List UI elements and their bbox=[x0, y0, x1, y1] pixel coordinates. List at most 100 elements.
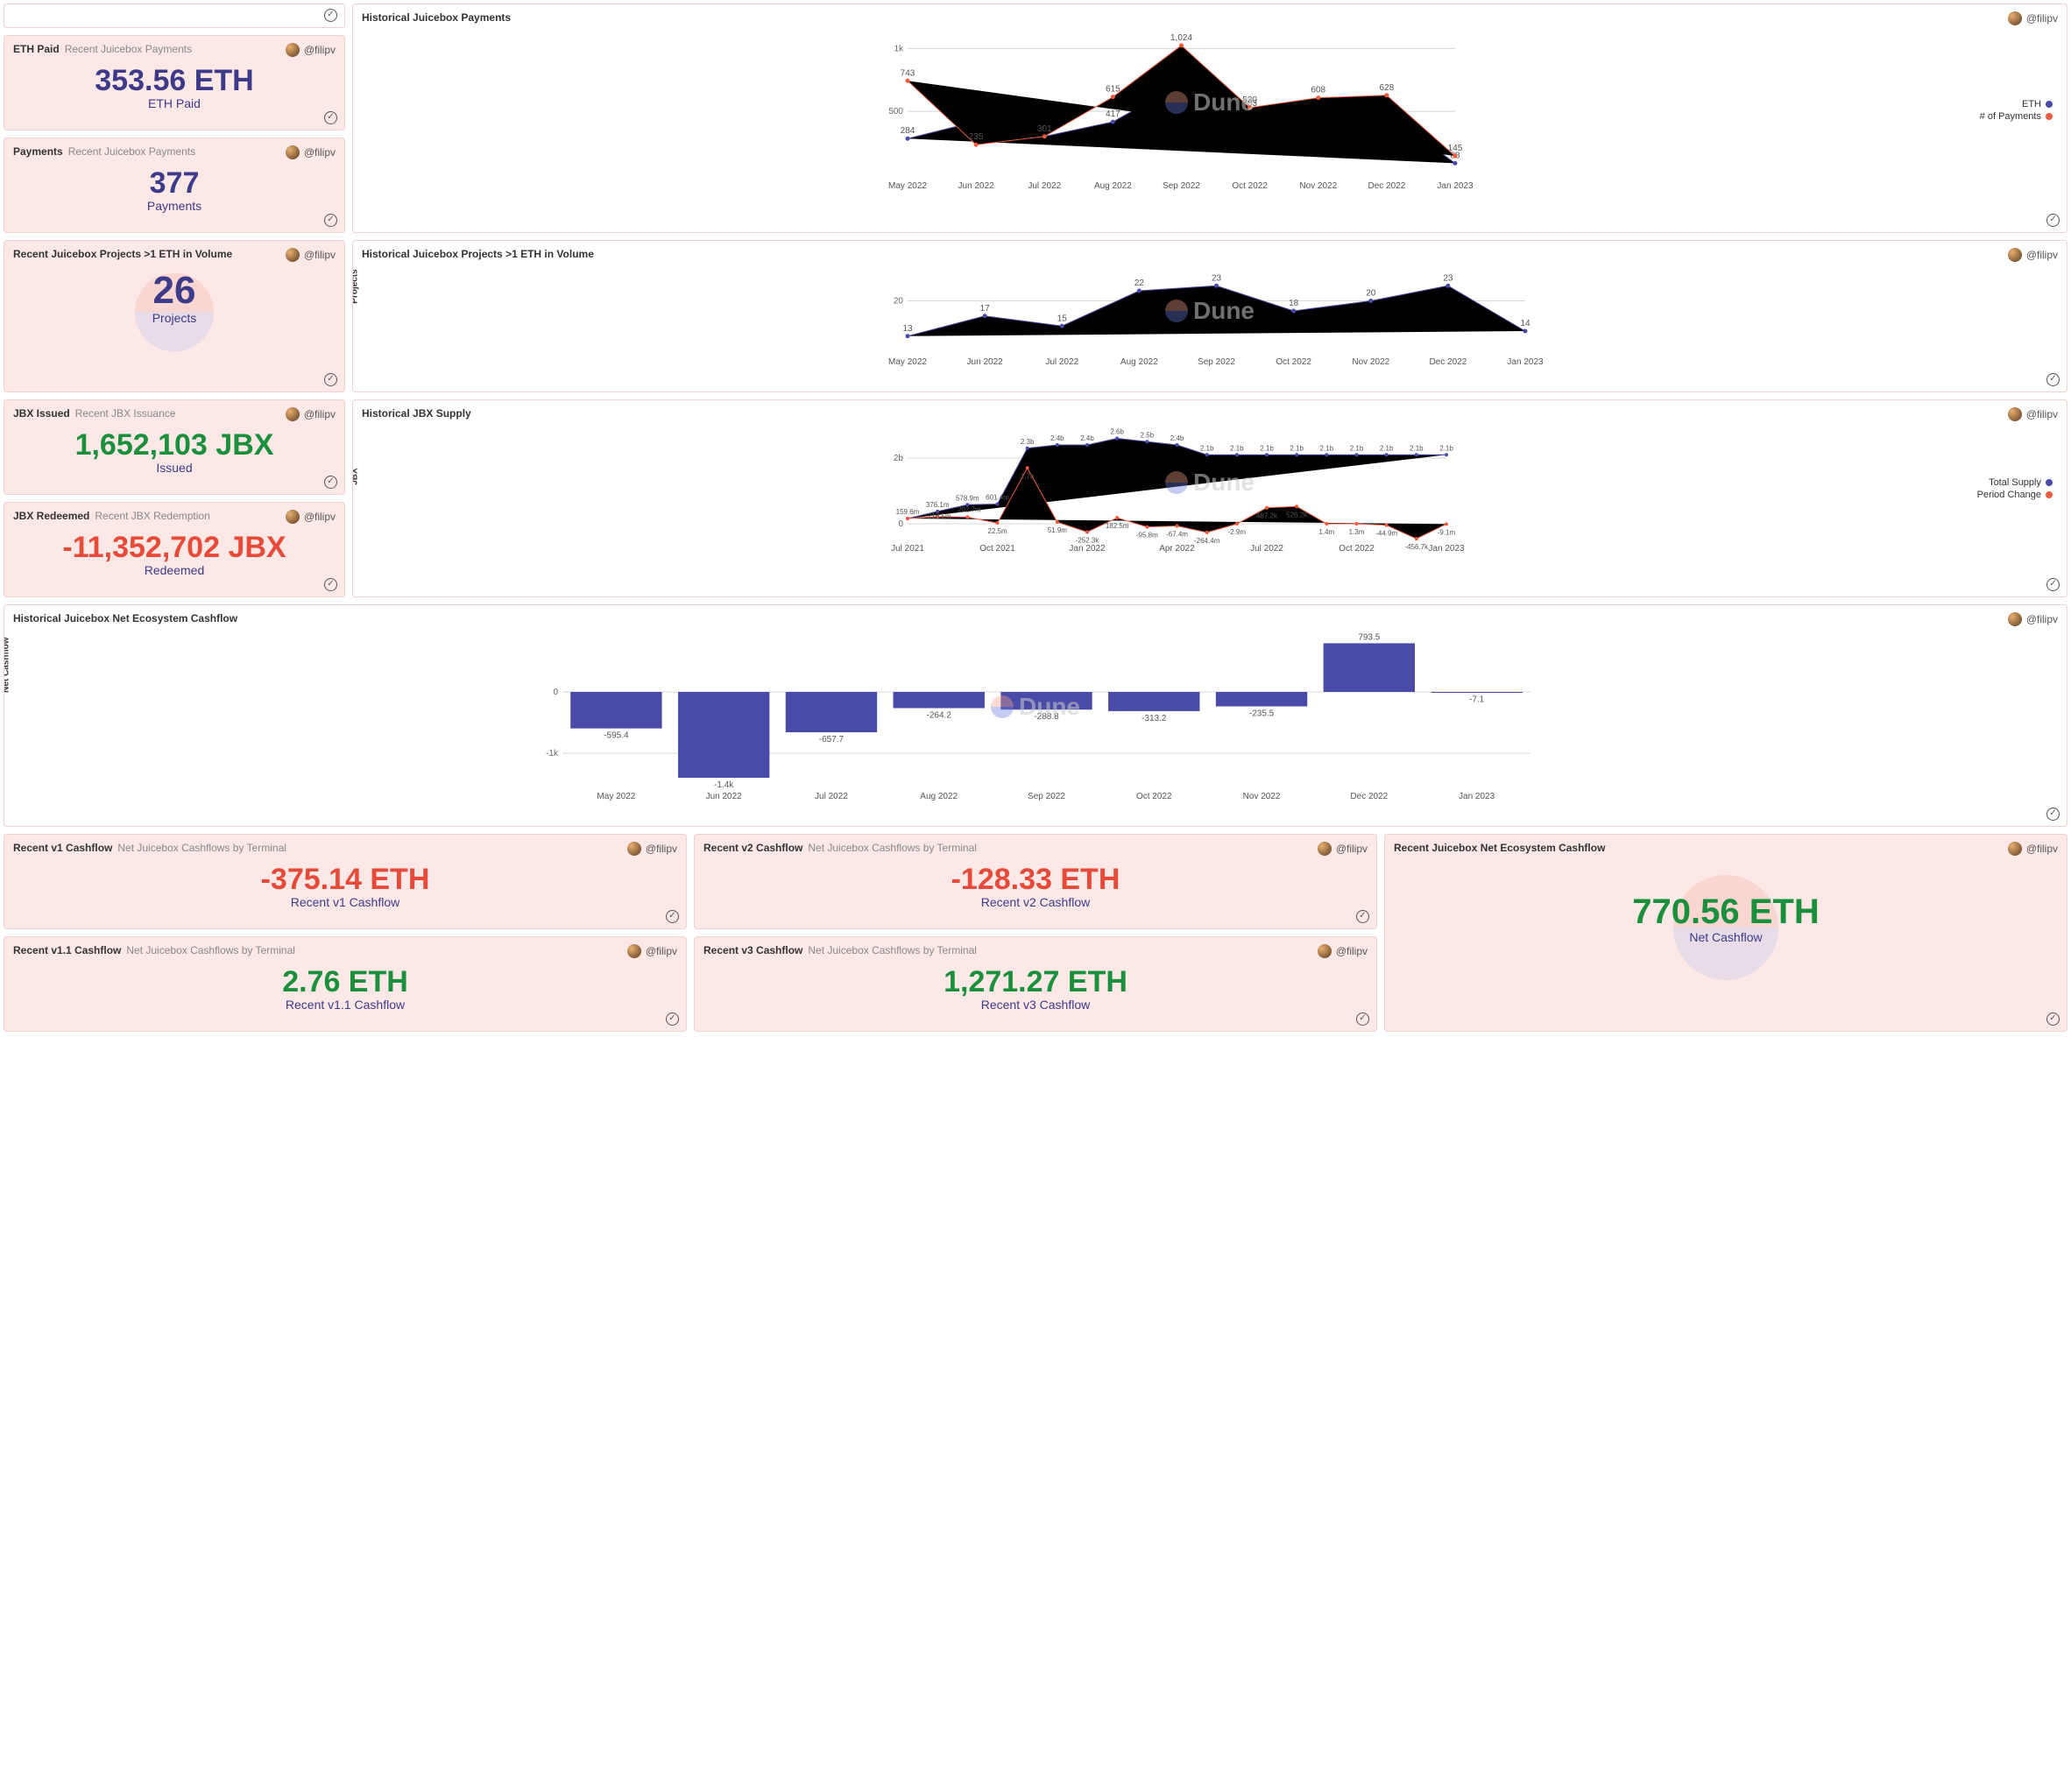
card-jbx-redeemed: JBX Redeemed Recent JBX Redemption @fili… bbox=[4, 502, 345, 597]
svg-text:2.4b: 2.4b bbox=[1170, 434, 1184, 442]
svg-text:Aug 2022: Aug 2022 bbox=[920, 792, 958, 801]
check-icon bbox=[1356, 1012, 1369, 1026]
card-v11-cashflow: Recent v1.1 Cashflow Net Juicebox Cashfl… bbox=[4, 936, 687, 1032]
svg-text:Nov 2022: Nov 2022 bbox=[1299, 181, 1337, 191]
metric-label: Payments bbox=[13, 199, 336, 213]
author-badge[interactable]: @filipv bbox=[2008, 11, 2058, 25]
avatar-icon bbox=[1318, 842, 1332, 856]
svg-text:417: 417 bbox=[1106, 109, 1120, 119]
svg-text:2.5b: 2.5b bbox=[1141, 431, 1155, 439]
author-badge[interactable]: @filipv bbox=[627, 842, 677, 856]
check-icon bbox=[2046, 373, 2060, 386]
svg-text:2.1b: 2.1b bbox=[1200, 444, 1214, 452]
svg-text:Aug 2022: Aug 2022 bbox=[1120, 357, 1158, 367]
svg-text:743: 743 bbox=[901, 68, 915, 78]
svg-text:23: 23 bbox=[1212, 273, 1222, 283]
card-subtitle: Net Juicebox Cashflows by Terminal bbox=[808, 944, 977, 956]
svg-text:-9.1m: -9.1m bbox=[1438, 528, 1456, 536]
svg-text:1,024: 1,024 bbox=[1170, 33, 1192, 43]
metric-value: 353.56 ETH bbox=[13, 64, 336, 98]
svg-text:Jul 2022: Jul 2022 bbox=[1250, 544, 1283, 554]
card-title: Recent v1.1 Cashflow bbox=[13, 944, 121, 956]
svg-text:530: 530 bbox=[1242, 95, 1257, 105]
svg-text:22.5m: 22.5m bbox=[987, 527, 1007, 535]
svg-text:-595.4: -595.4 bbox=[604, 731, 629, 741]
metric-label: Net Cashflow bbox=[1394, 930, 2058, 944]
chart-title: Historical Juicebox Projects >1 ETH in V… bbox=[362, 248, 594, 260]
author-badge[interactable]: @filipv bbox=[1318, 842, 1368, 856]
svg-text:526.2k: 526.2k bbox=[1286, 511, 1308, 519]
check-icon bbox=[324, 111, 337, 124]
svg-text:1.4m: 1.4m bbox=[1318, 528, 1334, 536]
svg-text:0: 0 bbox=[553, 688, 558, 697]
y-axis-label: Net Cashflow bbox=[4, 637, 11, 692]
chart-jbx-supply: Historical JBX Supply @filipv JBX Dune T… bbox=[352, 399, 2067, 597]
svg-text:Jul 2022: Jul 2022 bbox=[815, 792, 848, 801]
author-badge[interactable]: @filipv bbox=[2008, 842, 2058, 856]
author-badge[interactable]: @filipv bbox=[1318, 944, 1368, 958]
author-badge[interactable]: @filipv bbox=[286, 248, 336, 262]
svg-text:601.4m: 601.4m bbox=[986, 493, 1009, 501]
line-chart: 02b159.6m376.1m578.9m601.4m2.3b2.4b2.4b2… bbox=[362, 423, 2058, 554]
check-icon bbox=[2046, 578, 2060, 591]
svg-text:2.1b: 2.1b bbox=[1439, 444, 1453, 452]
svg-text:2.1b: 2.1b bbox=[1230, 444, 1244, 452]
metric-label: Issued bbox=[13, 461, 336, 475]
author-badge[interactable]: @filipv bbox=[2008, 248, 2058, 262]
svg-text:-7.1: -7.1 bbox=[1469, 695, 1485, 704]
check-icon bbox=[666, 910, 679, 923]
chart-title: Historical Juicebox Net Ecosystem Cashfl… bbox=[13, 612, 237, 624]
y-axis-label: JBX bbox=[352, 468, 360, 484]
svg-text:-456.7k: -456.7k bbox=[1404, 543, 1429, 551]
svg-text:1.3m: 1.3m bbox=[1349, 528, 1365, 536]
author-badge[interactable]: @filipv bbox=[2008, 612, 2058, 626]
avatar-icon bbox=[286, 407, 300, 421]
svg-text:Dec 2022: Dec 2022 bbox=[1429, 357, 1467, 367]
svg-text:2.1b: 2.1b bbox=[1290, 444, 1304, 452]
author-badge[interactable]: @filipv bbox=[286, 510, 336, 524]
author-badge[interactable]: @filipv bbox=[2008, 407, 2058, 421]
card-title: Recent Juicebox Projects >1 ETH in Volum… bbox=[13, 248, 232, 260]
author-badge[interactable]: @filipv bbox=[627, 944, 677, 958]
avatar-icon bbox=[2008, 842, 2022, 856]
svg-text:578.9m: 578.9m bbox=[956, 494, 979, 502]
spacer-card bbox=[4, 4, 345, 28]
card-title: Recent v2 Cashflow bbox=[703, 842, 802, 854]
svg-text:Oct 2022: Oct 2022 bbox=[1136, 792, 1172, 801]
check-icon bbox=[2046, 1012, 2060, 1026]
metric-value: 1,652,103 JBX bbox=[13, 428, 336, 462]
svg-text:-44.9m: -44.9m bbox=[1375, 530, 1397, 538]
svg-text:-2.9m: -2.9m bbox=[1228, 528, 1247, 536]
metric-value: -375.14 ETH bbox=[13, 863, 677, 897]
chart-net-cashflow: Historical Juicebox Net Ecosystem Cashfl… bbox=[4, 604, 2067, 827]
chart-title: Historical JBX Supply bbox=[362, 407, 471, 420]
metric-value: 377 bbox=[13, 166, 336, 201]
svg-text:628: 628 bbox=[1380, 83, 1395, 93]
svg-text:Dec 2022: Dec 2022 bbox=[1350, 792, 1388, 801]
card-subtitle: Recent JBX Issuance bbox=[75, 407, 176, 420]
avatar-icon bbox=[627, 842, 641, 856]
author-badge[interactable]: @filipv bbox=[286, 407, 336, 421]
svg-text:Jan 2023: Jan 2023 bbox=[1459, 792, 1495, 801]
card-subtitle: Net Juicebox Cashflows by Terminal bbox=[126, 944, 295, 956]
check-icon bbox=[666, 1012, 679, 1026]
svg-text:Sep 2022: Sep 2022 bbox=[1198, 357, 1235, 367]
line-chart: 5001k28441930141772050342749088743235301… bbox=[362, 27, 2058, 194]
metric-label: Recent v1 Cashflow bbox=[13, 895, 677, 909]
svg-text:793.5: 793.5 bbox=[1358, 632, 1380, 642]
svg-text:20: 20 bbox=[894, 297, 904, 307]
svg-text:202.7m: 202.7m bbox=[958, 505, 981, 513]
author-badge[interactable]: @filipv bbox=[286, 43, 336, 57]
svg-text:500: 500 bbox=[888, 107, 903, 116]
card-eth-paid: ETH Paid Recent Juicebox Payments @filip… bbox=[4, 35, 345, 131]
svg-text:Jan 2023: Jan 2023 bbox=[1437, 181, 1474, 191]
check-icon bbox=[1356, 910, 1369, 923]
avatar-icon bbox=[2008, 612, 2022, 626]
card-title: Recent v3 Cashflow bbox=[703, 944, 802, 956]
author-badge[interactable]: @filipv bbox=[286, 145, 336, 159]
check-icon bbox=[2046, 214, 2060, 227]
svg-text:1k: 1k bbox=[894, 44, 904, 53]
card-projects: Recent Juicebox Projects >1 ETH in Volum… bbox=[4, 240, 345, 392]
svg-text:2.1b: 2.1b bbox=[1410, 444, 1424, 452]
svg-text:Jan 2023: Jan 2023 bbox=[1507, 357, 1544, 367]
